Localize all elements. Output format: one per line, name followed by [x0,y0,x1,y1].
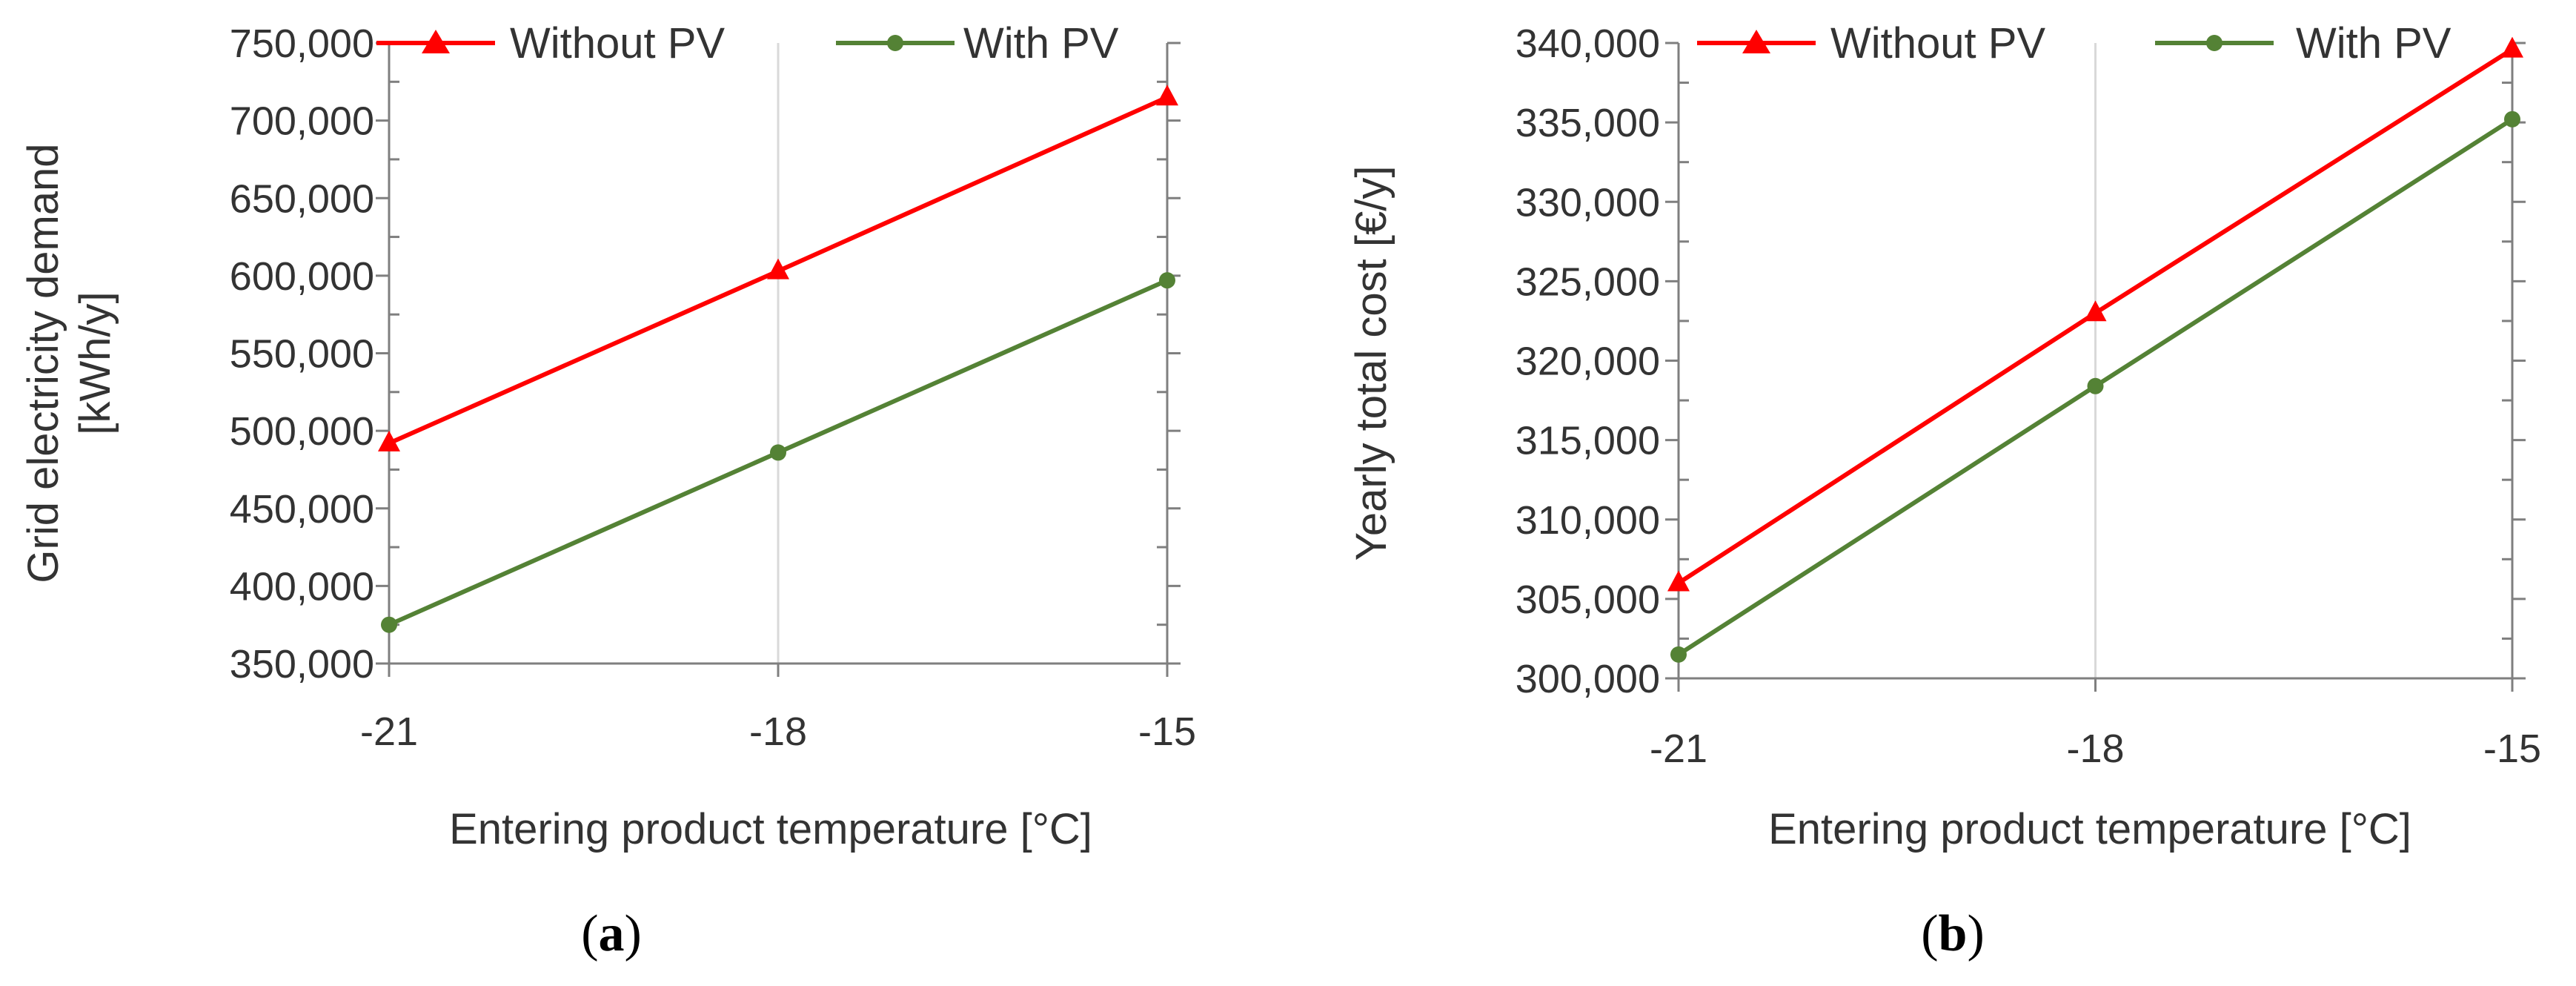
x-tick-label: -18 [2066,727,2124,771]
caption-b-open: ( [1921,905,1938,962]
caption-b-close: ) [1967,905,1984,962]
caption-a-close: ) [625,905,642,962]
y-tick-labels-a: 350,000 400,000 450,000 500,000 550,000 600,0… [230,21,374,686]
x-tick-label: -15 [2483,727,2541,771]
y-tick-label: 340,000 [1516,21,1660,66]
caption-a-letter: a [599,905,625,962]
panel-caption-a: (a) [581,905,642,962]
x-axis-label-b: Entering product temperature [°C] [1768,805,2411,853]
legend-a-marker-with-pv [887,35,903,51]
y-tick-label: 650,000 [230,176,374,221]
y-tick-label: 335,000 [1516,101,1660,145]
y-tick-label: 350,000 [230,642,374,686]
legend-a-label-without-pv: Without PV [510,19,725,67]
legend-b-marker-with-pv [2206,35,2223,51]
gridlines-b [2094,43,2514,678]
y-tick-label: 600,000 [230,254,374,299]
data-point-without-pv [1156,85,1178,106]
y-tick-label: 750,000 [230,21,374,66]
data-point-with-pv [381,616,397,633]
y-tick-label: 325,000 [1516,259,1660,304]
x-tick-labels-b: -21 -18 -15 [1650,727,2541,771]
data-point-without-pv [2084,300,2107,322]
y-tick-label: 305,000 [1516,578,1660,622]
gridlines-a [777,43,1169,664]
series-a [378,85,1178,633]
x-tick-label: -18 [749,709,807,754]
x-tick-labels-a: -21 -18 -15 [360,709,1196,754]
y-tick-label: 310,000 [1516,498,1660,543]
data-point-with-pv [2087,377,2104,394]
axes-b [1665,42,2526,692]
data-point-without-pv [378,430,400,451]
series-b [1667,36,2523,663]
legend-a-label-with-pv: With PV [963,19,1119,67]
caption-b-letter: b [1939,905,1968,962]
y-tick-label: 400,000 [230,564,374,609]
legend-a-marker-without-pv [422,30,450,53]
y-tick-label: 320,000 [1516,340,1660,384]
legend-b: Without PV With PV [1697,19,2451,67]
y-tick-label: 700,000 [230,99,374,144]
y-tick-label: 330,000 [1516,180,1660,225]
x-tick-label: -21 [360,709,418,754]
y-tick-labels-b: 300,000 305,000 310,000 315,000 320,000 325,0… [1516,21,1660,701]
data-point-with-pv [1670,646,1687,663]
legend-b-marker-without-pv [1742,30,1770,53]
data-point-with-pv [2504,110,2520,128]
data-point-without-pv [2501,36,2523,58]
x-tick-label: -21 [1650,727,1707,771]
y-tick-label: 500,000 [230,409,374,454]
chart-panel-b: 300,000 305,000 310,000 315,000 320,000 325,0… [1347,19,2541,853]
y-tick-label: 550,000 [230,332,374,377]
y-axis-label-a-line1: Grid electricity demand [19,143,67,583]
y-tick-label: 450,000 [230,487,374,532]
data-point-with-pv [770,444,786,461]
legend-a: Without PV With PV [376,19,1119,67]
x-tick-label: -15 [1138,709,1196,754]
y-axis-label-a-line2: [kWh/y] [71,291,119,434]
x-axis-label-a: Entering product temperature [°C] [449,805,1092,853]
data-point-without-pv [1667,570,1690,592]
chart-panel-a: 350,000 400,000 450,000 500,000 550,000 600,0… [19,19,1196,853]
panel-caption-b: (b) [1921,905,1985,962]
legend-b-label-with-pv: With PV [2296,19,2451,67]
data-point-without-pv [767,258,789,279]
y-tick-label: 315,000 [1516,419,1660,463]
y-tick-label: 300,000 [1516,657,1660,701]
y-axis-label-b: Yearly total cost [€/y] [1347,165,1395,560]
data-point-with-pv [1159,272,1175,289]
legend-b-label-without-pv: Without PV [1830,19,2045,67]
caption-a-open: ( [581,905,598,962]
